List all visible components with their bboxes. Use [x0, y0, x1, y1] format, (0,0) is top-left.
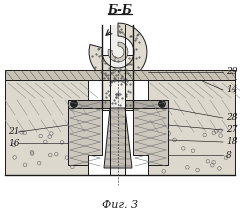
Text: 16: 16 [8, 139, 19, 147]
Text: 18: 18 [226, 138, 238, 147]
Polygon shape [68, 100, 110, 108]
Polygon shape [125, 100, 168, 108]
Text: 28: 28 [226, 114, 238, 123]
Text: Б-Б: Б-Б [108, 4, 132, 16]
Circle shape [71, 101, 78, 108]
Polygon shape [133, 100, 168, 165]
Polygon shape [148, 80, 235, 175]
Text: 27: 27 [226, 125, 238, 134]
Text: 21: 21 [8, 128, 19, 136]
Polygon shape [108, 42, 128, 62]
Polygon shape [102, 55, 133, 110]
Text: 8: 8 [226, 150, 232, 160]
Polygon shape [5, 70, 235, 80]
Polygon shape [68, 100, 102, 165]
Text: 14: 14 [226, 86, 238, 95]
Text: Фиг. 3: Фиг. 3 [102, 200, 138, 210]
Polygon shape [110, 25, 125, 175]
Polygon shape [104, 108, 132, 168]
Text: 29: 29 [226, 68, 238, 77]
Polygon shape [89, 23, 147, 81]
Circle shape [158, 101, 166, 108]
Polygon shape [5, 80, 88, 175]
